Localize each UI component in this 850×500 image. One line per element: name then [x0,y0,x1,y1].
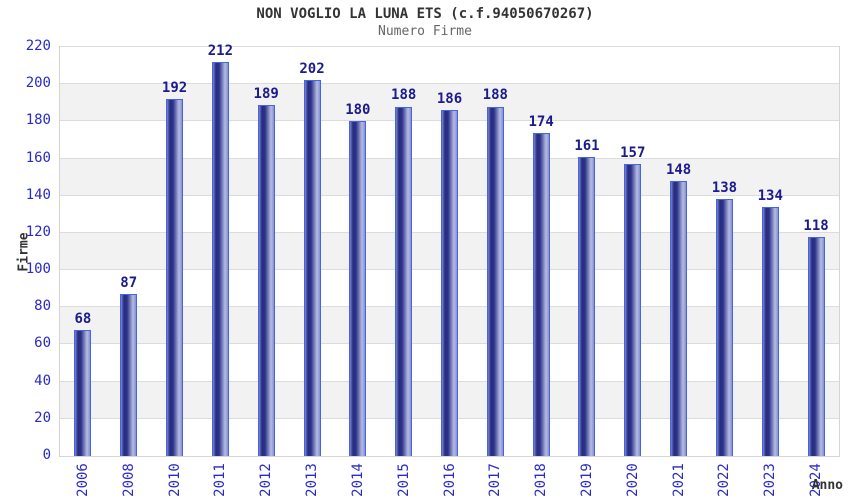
y-axis-tick-label: 0 [42,447,51,463]
x-axis-tick-label: 2010 [166,463,183,497]
y-axis-tick-label: 160 [25,149,51,166]
bar-value-label: 174 [528,113,554,130]
x-axis-tick-label: 2015 [395,463,412,497]
x-axis-tick-label: 2022 [716,463,733,497]
y-axis-tick-label: 20 [34,409,51,426]
x-axis-tick-label: 2016 [441,463,458,497]
x-axis-tick-label: 2018 [533,463,550,497]
x-axis-title: Anno [811,478,843,493]
y-axis-tick-label: 120 [25,223,51,240]
bar-value-label: 180 [345,102,371,119]
bar [807,236,825,456]
bar-value-label: 212 [207,42,234,59]
bar [257,104,275,456]
bar-value-label: 188 [482,87,508,104]
x-axis-tick-label: 2012 [258,463,275,497]
x-axis-tick-label: 2021 [670,463,687,497]
x-axis-tick-label: 2023 [762,463,779,497]
bar-value-label: 134 [757,187,783,204]
bar [761,206,779,456]
bar-value-label: 87 [120,275,138,292]
bar [624,164,642,456]
chart-title: NON VOGLIO LA LUNA ETS (c.f.94050670267) [256,6,594,22]
chart-subtitle: Numero Firme [378,24,472,39]
bar-value-label: 138 [711,180,738,197]
bar-value-label: 161 [574,137,600,154]
bar [395,106,413,456]
bar-value-label: 188 [391,87,417,104]
x-axis-tick-label: 2014 [349,463,366,497]
grid-line [60,83,839,85]
y-axis-tick-label: 60 [34,335,51,352]
x-axis-tick-label: 2017 [487,463,504,497]
bar-value-label: 157 [620,145,646,162]
x-axis-tick-label: 2020 [624,463,641,497]
y-axis-tick-label: 80 [34,298,51,315]
x-axis-tick-label: 2008 [120,463,137,497]
y-axis-tick-label: 220 [25,38,51,54]
bar-value-label: 68 [74,310,92,327]
x-axis-tick-label: 2019 [578,463,595,497]
bar [670,180,688,456]
bar-value-label: 118 [803,217,829,234]
bar-value-label: 148 [665,161,692,178]
grid-band [60,47,839,85]
y-axis-tick-label: 140 [25,186,51,203]
y-axis-tick-label: 100 [25,261,51,278]
y-axis-tick-label: 40 [34,372,51,389]
y-axis-tick-label: 180 [25,112,51,129]
x-axis-tick-label: 2006 [74,463,91,497]
bar-value-label: 192 [161,80,188,97]
bar [486,106,504,456]
grid-line [60,46,839,47]
bar [211,61,229,456]
bar-value-label: 186 [436,91,463,108]
bar [120,294,138,456]
bar [715,199,733,456]
bar [303,80,321,456]
x-axis-tick-label: 2013 [304,463,321,497]
bar [349,121,367,456]
plot-area: 68 87 192 212 189 202 180 188 186 188 174 161 157 148… [59,42,840,457]
bar [441,110,458,456]
bar [578,156,596,456]
bar-value-label: 189 [253,85,279,102]
bar [74,329,92,456]
bar-value-label: 202 [299,61,325,78]
y-axis-tick-label: 200 [25,75,51,92]
bar [532,132,550,456]
bar [166,99,184,456]
x-axis-tick-label: 2011 [212,463,229,497]
